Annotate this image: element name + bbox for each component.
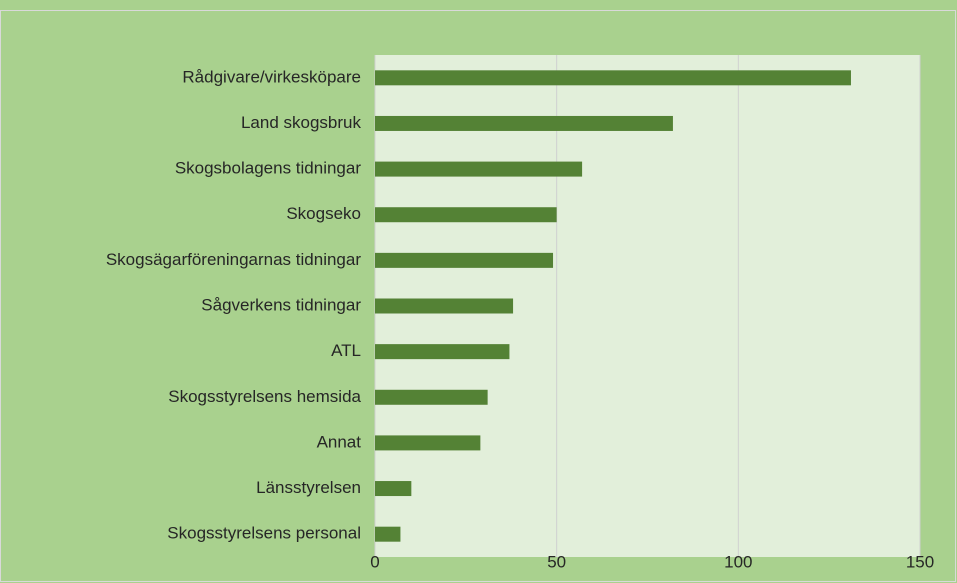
x-tick-label: 150 xyxy=(906,552,934,571)
bar xyxy=(375,389,488,405)
y-tick-label: Länsstyrelsen xyxy=(256,478,361,497)
bar xyxy=(375,344,510,360)
y-tick-label: Land skogsbruk xyxy=(241,113,362,132)
y-tick-label: Skogsstyrelsens hemsida xyxy=(168,387,361,406)
y-tick-label: Skogseko xyxy=(286,204,361,223)
bar xyxy=(375,298,514,314)
chart-border xyxy=(0,10,956,582)
bar xyxy=(375,70,851,86)
x-tick-label: 0 xyxy=(370,552,379,571)
bar xyxy=(375,481,412,497)
bar xyxy=(375,207,557,223)
bar xyxy=(375,115,673,131)
y-tick-label: Rådgivare/virkesköpare xyxy=(182,67,361,86)
x-tick-label: 50 xyxy=(547,552,566,571)
bar xyxy=(375,526,401,542)
y-tick-label: ATL xyxy=(331,341,361,360)
y-tick-label: Skogsbolagens tidningar xyxy=(175,159,362,178)
y-tick-label: Skogsägarföreningarnas tidningar xyxy=(106,250,362,269)
x-tick-label: 100 xyxy=(724,552,752,571)
y-tick-label: Skogsstyrelsens personal xyxy=(167,524,361,543)
bar xyxy=(375,435,481,451)
y-tick-label: Sågverkens tidningar xyxy=(201,295,361,314)
y-tick-label: Annat xyxy=(317,432,362,451)
bar xyxy=(375,252,554,268)
bar xyxy=(375,161,583,177)
